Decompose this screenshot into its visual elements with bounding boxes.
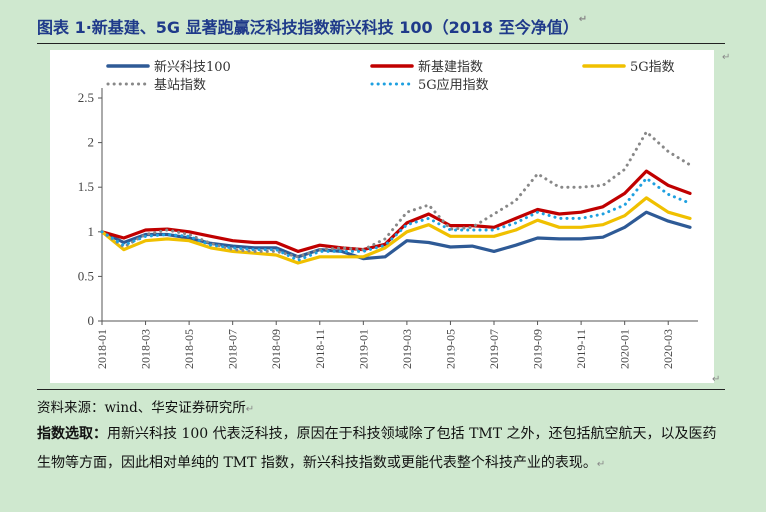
legend-label: 5G应用指数 — [418, 77, 489, 93]
paragraph-mark-icon: ↵ — [578, 14, 588, 25]
x-tick-label: 2018-07 — [226, 329, 240, 369]
y-tick-label: 2.5 — [78, 90, 94, 105]
legend-label: 新兴科技100 — [154, 59, 231, 75]
x-tick-label: 2019-05 — [443, 329, 457, 369]
note-body: 用新兴科技 100 代表泛科技，原因在于科技领域除了包括 TMT 之外，还包括航… — [37, 426, 717, 471]
legend-label: 5G指数 — [630, 60, 675, 75]
paragraph-mark-icon: ↵ — [712, 374, 721, 385]
series-line-3 — [100, 196, 692, 265]
source-note: 资料来源：wind、华安证券研究所↵ — [37, 400, 255, 416]
series-line-4 — [100, 130, 692, 259]
x-tick-label: 2018-01 — [95, 329, 109, 369]
line-chart: 0 0.5 1 1.5 2 2.5 2018-01 2018-03 2018-05 2018-07… — [78, 59, 698, 369]
x-tick-label: 2019-11 — [574, 329, 588, 369]
x-tick-label: 2018-03 — [139, 329, 153, 369]
series-line-5 — [100, 176, 692, 262]
y-tick-label: 1.5 — [78, 179, 94, 194]
x-tick-label: 2019-01 — [356, 329, 370, 369]
legend-label: 新基建指数 — [418, 59, 483, 75]
y-tick-label: 1 — [88, 224, 95, 239]
y-tick-label: 0 — [88, 313, 95, 328]
y-tick-label: 2 — [88, 135, 95, 150]
x-tick-label: 2020-03 — [661, 329, 675, 369]
paragraph-mark-icon: ↵ — [722, 52, 731, 63]
note-paragraph: 指数选取：用新兴科技 100 代表泛科技，原因在于科技领域除了包括 TMT 之外… — [37, 420, 725, 479]
x-tick-label: 2019-07 — [487, 329, 501, 369]
paragraph-mark-icon: ↵ — [596, 459, 606, 470]
chart-bottom-rule — [37, 389, 725, 390]
figure-title: 图表 1·新基建、5G 显著跑赢泛科技指数新兴科技 100（2018 至今净值）… — [37, 14, 588, 37]
paragraph-mark-icon: ↵ — [245, 404, 255, 415]
chart-area: 0 0.5 1 1.5 2 2.5 2018-01 2018-03 2018-05 2018-07… — [50, 50, 714, 383]
x-tick-label: 2018-11 — [313, 329, 327, 369]
legend-label: 基站指数 — [154, 78, 206, 93]
x-tick-label: 2019-03 — [400, 329, 414, 369]
x-tick-label: 2018-05 — [182, 329, 196, 369]
y-tick-label: 0.5 — [78, 268, 94, 283]
note-label: 指数选取： — [37, 426, 107, 442]
x-tick-label: 2020-01 — [618, 329, 632, 369]
title-rule — [37, 43, 725, 44]
x-tick-label: 2018-09 — [269, 329, 283, 369]
x-tick-label: 2019-09 — [531, 329, 545, 369]
